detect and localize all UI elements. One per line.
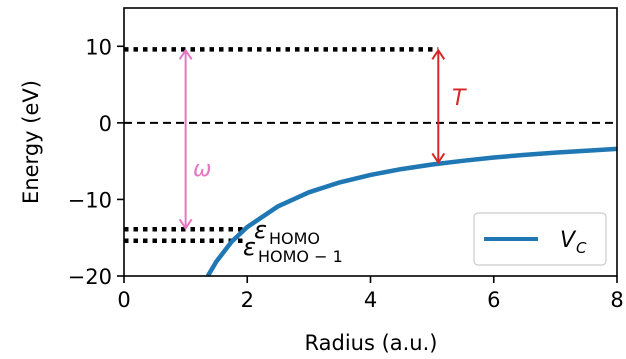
x-tick-label: 2: [241, 288, 254, 312]
t-label: T: [452, 86, 467, 111]
y-ticks: −20 −10 0 10: [68, 35, 124, 289]
x-tick-label: 6: [487, 288, 500, 312]
y-tick-label: 0: [99, 112, 112, 136]
legend-subscript: C: [576, 239, 587, 257]
svg-text:HOMO − 1: HOMO − 1: [258, 247, 343, 266]
arrow-1: [431, 48, 446, 165]
svg-text:ε: ε: [243, 233, 256, 261]
y-tick-label: −10: [68, 188, 112, 212]
x-tick-label: 0: [117, 288, 130, 312]
x-axis-label: Radius (a.u.): [304, 331, 437, 355]
arrow-0: [178, 48, 193, 231]
y-axis-label: Energy (eV): [19, 80, 43, 204]
svg-text:HOMO: HOMO: [269, 229, 320, 248]
omega-label: ω: [193, 157, 211, 182]
series-line-0: [205, 146, 617, 276]
legend-label: V: [560, 228, 577, 253]
y-tick-label: 10: [85, 35, 112, 59]
y-tick-label: −20: [68, 265, 112, 289]
plot-area: [123, 7, 618, 277]
legend: V C: [473, 212, 607, 266]
svg-text:ε: ε: [254, 216, 267, 244]
x-tick-label: 8: [610, 288, 623, 312]
x-tick-label: 4: [364, 288, 377, 312]
x-ticks: 0 2 4 6 8: [117, 276, 624, 312]
homo-minus-1-label: ε HOMO − 1: [243, 233, 343, 266]
homo-label: ε HOMO: [254, 216, 320, 248]
